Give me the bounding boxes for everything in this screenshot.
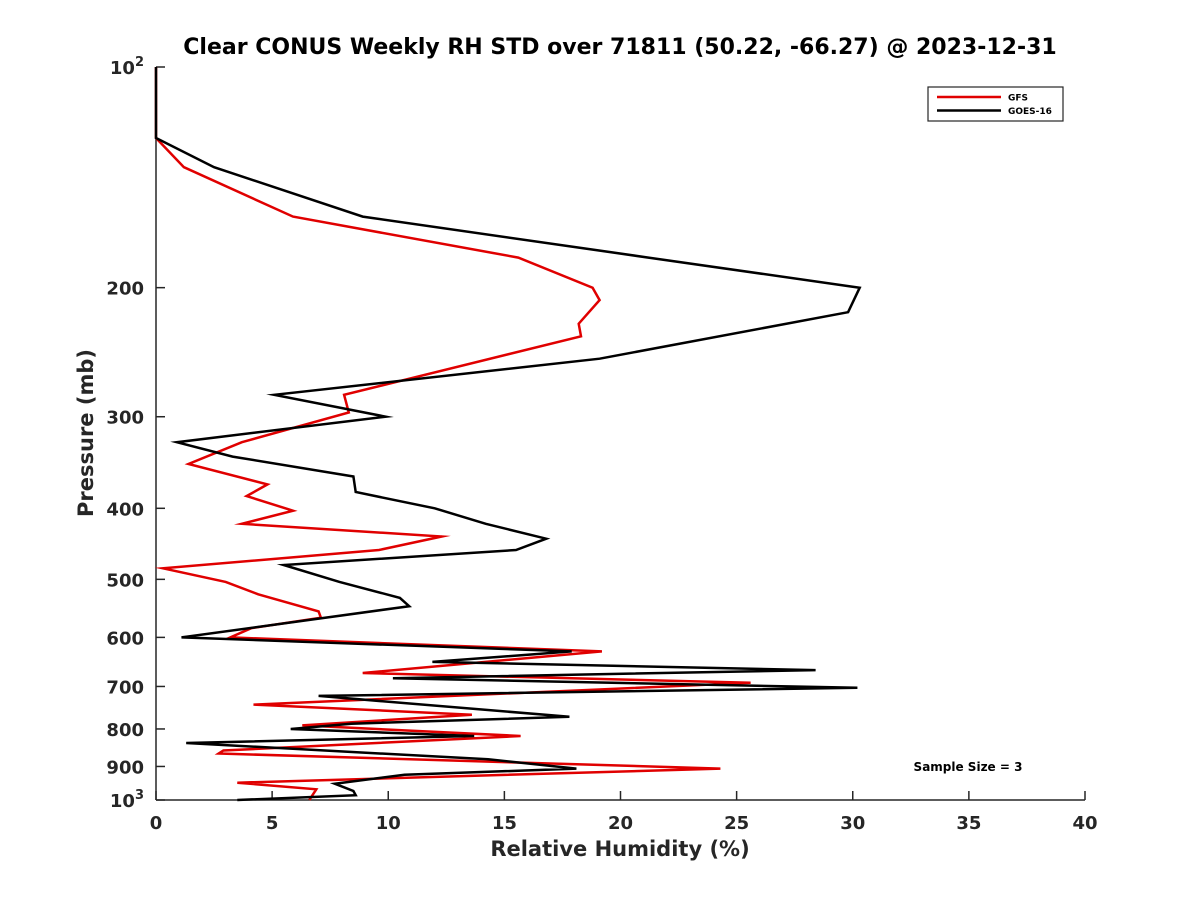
- series-line-gfs: [154, 67, 751, 801]
- y-tick-label: 500: [106, 570, 144, 591]
- y-tick-label: 300: [106, 408, 144, 429]
- x-tick-label: 25: [724, 813, 749, 834]
- y-tick-label: 600: [106, 628, 144, 649]
- legend-label: GFS: [1008, 94, 1028, 104]
- y-tick-exponent: 2: [135, 55, 144, 70]
- y-tick-label: 103: [110, 788, 144, 812]
- chart-title: Clear CONUS Weekly RH STD over 71811 (50…: [183, 35, 1056, 60]
- plot-area: [156, 67, 1085, 800]
- legend-box: [927, 86, 1064, 122]
- y-axis-label: Pressure (mb): [74, 349, 98, 517]
- sample-size-annotation: Sample Size = 3: [914, 760, 1023, 774]
- x-tick-label: 30: [840, 813, 865, 834]
- x-tick-label: 40: [1072, 813, 1097, 834]
- series-line-goes-16: [154, 67, 862, 802]
- plot-background: [156, 67, 1085, 800]
- x-tick-label: 5: [266, 813, 279, 834]
- y-tick-label: 900: [106, 757, 144, 778]
- legend-label: GOES-16: [1008, 107, 1052, 117]
- x-tick-label: 0: [150, 813, 163, 834]
- y-tick-label: 400: [106, 499, 144, 520]
- legend: GFS GOES-16: [927, 86, 1064, 122]
- series-layer: [154, 67, 862, 802]
- y-tick-base: 10: [110, 58, 135, 79]
- y-tick-exponent: 3: [135, 788, 144, 803]
- x-tick-label: 35: [956, 813, 981, 834]
- y-tick-label: 200: [106, 279, 144, 300]
- y-tick-base: 10: [110, 791, 135, 812]
- y-tick-label: 800: [106, 720, 144, 741]
- x-tick-label: 20: [608, 813, 633, 834]
- y-tick-label: 700: [106, 677, 144, 698]
- x-axis-label: Relative Humidity (%): [490, 837, 749, 861]
- x-tick-label: 10: [376, 813, 401, 834]
- x-axis: 0 5 10 15 20 25 30 35 40: [150, 791, 1098, 834]
- y-tick-label: 102: [110, 55, 144, 79]
- x-tick-label: 15: [492, 813, 517, 834]
